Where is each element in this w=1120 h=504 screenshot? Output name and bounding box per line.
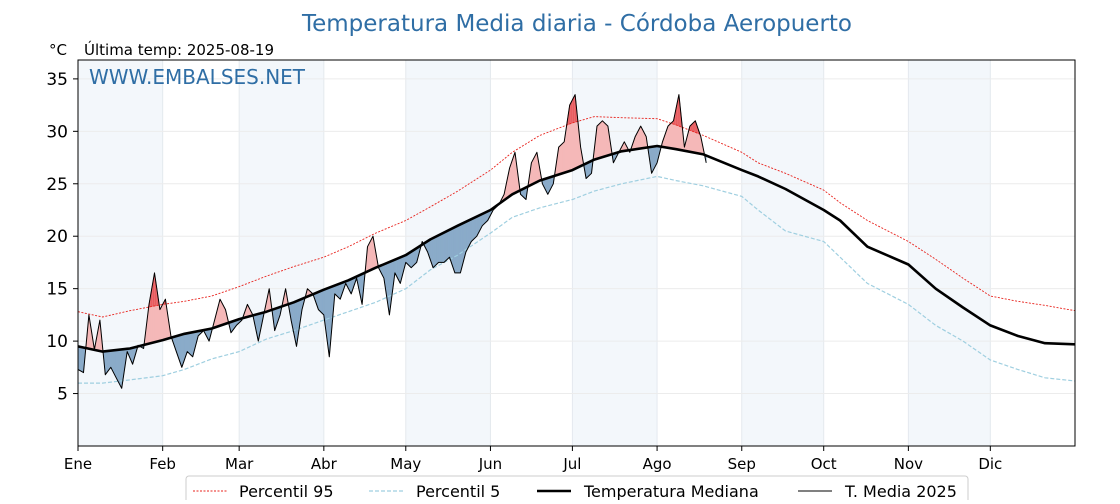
y-tick-label: 35 xyxy=(46,70,68,90)
x-tick-label: Ene xyxy=(64,455,92,473)
x-tick-label: Jun xyxy=(478,455,502,473)
y-tick-label: 10 xyxy=(46,332,68,352)
x-tick-label: May xyxy=(390,455,421,473)
legend-label: T. Media 2025 xyxy=(844,482,957,500)
y-tick-label: 20 xyxy=(46,227,68,247)
plot-area: 5 10 15 20 25 30 35 Ene Feb Mar Abr May Jun Jul Ago Sep… xyxy=(46,60,1075,473)
x-tick-label: Abr xyxy=(311,455,338,473)
legend-label: Temperatura Mediana xyxy=(583,482,759,500)
legend: Percentil 95 Percentil 5 Temperatura Media… xyxy=(186,476,968,500)
x-tick-label: Jul xyxy=(562,455,581,473)
chart-title: Temperatura Media diaria - Córdoba Aerop… xyxy=(301,11,852,37)
legend-label: Percentil 5 xyxy=(416,482,500,500)
x-tick-label: Feb xyxy=(149,455,176,473)
month-band xyxy=(908,60,990,446)
month-band xyxy=(239,60,324,446)
y-tick-label: 30 xyxy=(46,122,68,142)
x-tick-label: Dic xyxy=(978,455,1002,473)
x-tick-label: Ago xyxy=(643,455,672,473)
watermark: WWW.EMBALSES.NET xyxy=(89,65,306,89)
y-tick-label: 25 xyxy=(46,175,68,195)
month-band xyxy=(742,60,824,446)
y-tick-label: 15 xyxy=(46,280,68,300)
month-band xyxy=(572,60,657,446)
last-temp-label: Última temp: 2025-08-19 xyxy=(84,40,274,59)
x-tick-label: Mar xyxy=(225,455,254,473)
x-tick-label: Oct xyxy=(811,455,837,473)
x-tick-label: Nov xyxy=(894,455,923,473)
legend-label: Percentil 95 xyxy=(239,482,334,500)
y-tick-label: 5 xyxy=(57,385,68,405)
unit-label: °C xyxy=(49,41,67,59)
x-tick-label: Sep xyxy=(728,455,756,473)
month-band xyxy=(78,60,163,446)
